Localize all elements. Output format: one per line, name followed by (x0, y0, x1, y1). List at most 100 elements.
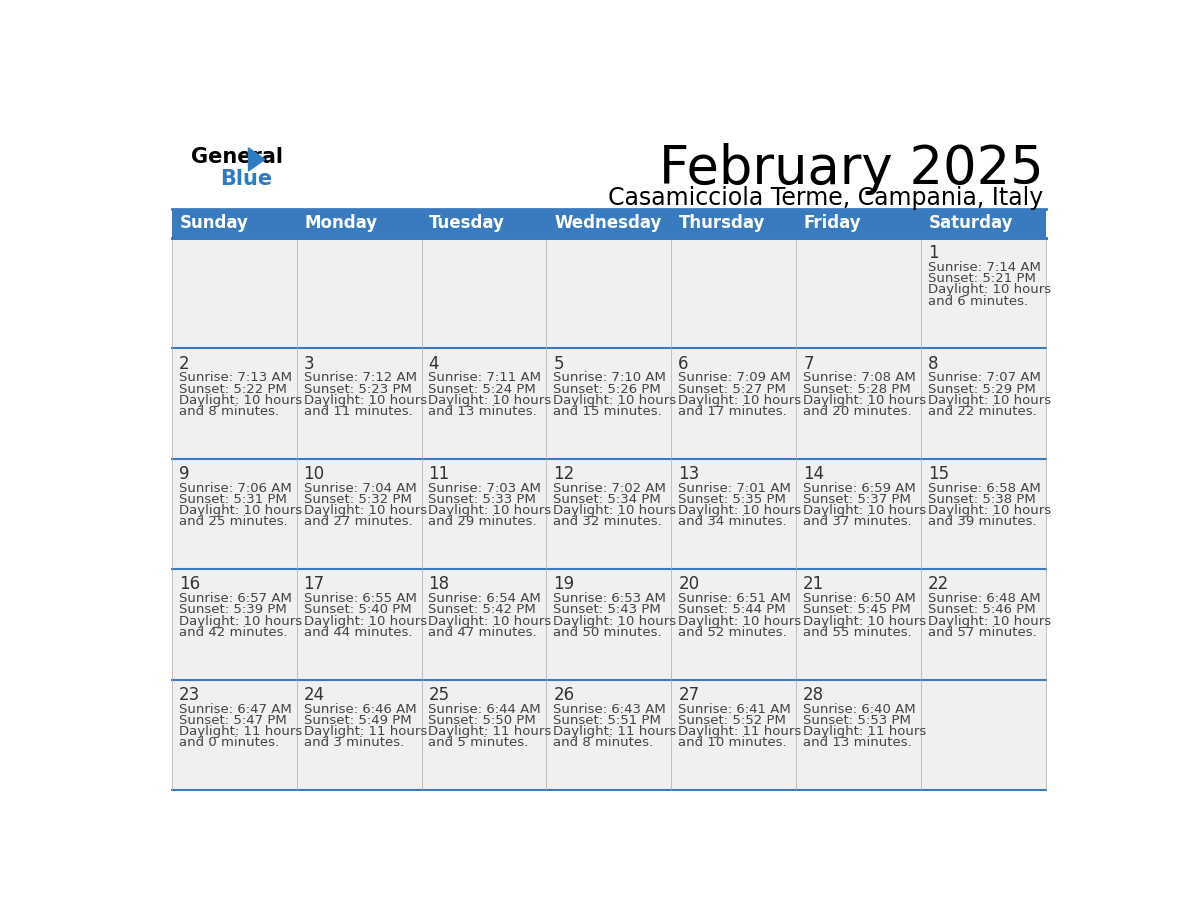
Bar (172, 679, 1045, 790)
Text: 19: 19 (554, 576, 575, 593)
Text: Sunset: 5:38 PM: Sunset: 5:38 PM (928, 493, 1036, 506)
Text: 17: 17 (304, 576, 324, 593)
Text: Sunset: 5:52 PM: Sunset: 5:52 PM (678, 714, 786, 727)
Text: 24: 24 (304, 686, 324, 704)
Text: Sunrise: 6:57 AM: Sunrise: 6:57 AM (178, 592, 291, 605)
Bar (671, 208, 796, 238)
Text: Sunrise: 6:44 AM: Sunrise: 6:44 AM (429, 703, 541, 716)
Text: Sunset: 5:42 PM: Sunset: 5:42 PM (429, 603, 536, 617)
Text: and 0 minutes.: and 0 minutes. (178, 736, 279, 749)
Polygon shape (248, 148, 265, 171)
Text: Tuesday: Tuesday (429, 214, 505, 232)
Text: and 13 minutes.: and 13 minutes. (429, 405, 537, 418)
Text: Daylight: 10 hours: Daylight: 10 hours (429, 394, 551, 407)
Text: Sunset: 5:23 PM: Sunset: 5:23 PM (304, 383, 411, 396)
Text: Sunset: 5:24 PM: Sunset: 5:24 PM (429, 383, 536, 396)
Text: and 3 minutes.: and 3 minutes. (304, 736, 404, 749)
Text: 10: 10 (304, 465, 324, 483)
Text: 22: 22 (928, 576, 949, 593)
Text: Sunset: 5:33 PM: Sunset: 5:33 PM (429, 493, 536, 506)
Text: Sunset: 5:31 PM: Sunset: 5:31 PM (178, 493, 286, 506)
Text: 21: 21 (803, 576, 824, 593)
Text: Daylight: 10 hours: Daylight: 10 hours (178, 394, 302, 407)
Text: and 17 minutes.: and 17 minutes. (678, 405, 786, 418)
Text: Daylight: 10 hours: Daylight: 10 hours (803, 504, 927, 517)
Text: Sunset: 5:47 PM: Sunset: 5:47 PM (178, 714, 286, 727)
Text: 18: 18 (429, 576, 449, 593)
Text: 11: 11 (429, 465, 450, 483)
Text: Daylight: 10 hours: Daylight: 10 hours (304, 394, 426, 407)
Text: Daylight: 10 hours: Daylight: 10 hours (678, 615, 802, 628)
Text: 27: 27 (678, 686, 700, 704)
Text: Sunset: 5:29 PM: Sunset: 5:29 PM (928, 383, 1036, 396)
Text: Sunset: 5:40 PM: Sunset: 5:40 PM (304, 603, 411, 617)
Text: and 6 minutes.: and 6 minutes. (928, 295, 1028, 308)
Text: Daylight: 10 hours: Daylight: 10 hours (928, 394, 1051, 407)
Text: Sunset: 5:32 PM: Sunset: 5:32 PM (304, 493, 411, 506)
Text: Sunset: 5:21 PM: Sunset: 5:21 PM (928, 273, 1036, 285)
Text: Daylight: 10 hours: Daylight: 10 hours (678, 394, 802, 407)
Bar (921, 208, 1045, 238)
Text: 7: 7 (803, 354, 814, 373)
Bar (796, 208, 921, 238)
Bar (172, 238, 1045, 349)
Text: Daylight: 11 hours: Daylight: 11 hours (554, 725, 677, 738)
Text: Wednesday: Wednesday (554, 214, 662, 232)
Text: 14: 14 (803, 465, 824, 483)
Text: 20: 20 (678, 576, 700, 593)
Text: Sunrise: 7:12 AM: Sunrise: 7:12 AM (304, 372, 417, 385)
Text: and 44 minutes.: and 44 minutes. (304, 626, 412, 639)
Text: 2: 2 (178, 354, 189, 373)
Text: Sunset: 5:34 PM: Sunset: 5:34 PM (554, 493, 662, 506)
Bar (172, 349, 1045, 459)
Text: and 8 minutes.: and 8 minutes. (554, 736, 653, 749)
Text: Daylight: 11 hours: Daylight: 11 hours (429, 725, 551, 738)
Text: Sunrise: 7:09 AM: Sunrise: 7:09 AM (678, 372, 791, 385)
Text: Daylight: 10 hours: Daylight: 10 hours (928, 504, 1051, 517)
Text: Sunset: 5:50 PM: Sunset: 5:50 PM (429, 714, 536, 727)
Text: 1: 1 (928, 244, 939, 263)
Text: Sunday: Sunday (179, 214, 248, 232)
Text: 5: 5 (554, 354, 564, 373)
Text: Daylight: 10 hours: Daylight: 10 hours (554, 504, 676, 517)
Bar (297, 208, 422, 238)
Text: and 11 minutes.: and 11 minutes. (304, 405, 412, 418)
Text: Sunrise: 7:02 AM: Sunrise: 7:02 AM (554, 482, 666, 495)
Text: and 20 minutes.: and 20 minutes. (803, 405, 911, 418)
Text: Saturday: Saturday (929, 214, 1013, 232)
Text: and 57 minutes.: and 57 minutes. (928, 626, 1037, 639)
Text: and 13 minutes.: and 13 minutes. (803, 736, 912, 749)
Text: Sunrise: 7:03 AM: Sunrise: 7:03 AM (429, 482, 542, 495)
Text: Sunrise: 6:51 AM: Sunrise: 6:51 AM (678, 592, 791, 605)
Text: and 32 minutes.: and 32 minutes. (554, 515, 662, 529)
Text: 23: 23 (178, 686, 200, 704)
Text: Sunrise: 7:01 AM: Sunrise: 7:01 AM (678, 482, 791, 495)
Text: Daylight: 10 hours: Daylight: 10 hours (304, 615, 426, 628)
Text: Daylight: 11 hours: Daylight: 11 hours (678, 725, 802, 738)
Text: Thursday: Thursday (680, 214, 765, 232)
Text: and 47 minutes.: and 47 minutes. (429, 626, 537, 639)
Text: 8: 8 (928, 354, 939, 373)
Text: Sunrise: 7:06 AM: Sunrise: 7:06 AM (178, 482, 291, 495)
Text: Sunrise: 7:13 AM: Sunrise: 7:13 AM (178, 372, 292, 385)
Text: 3: 3 (304, 354, 315, 373)
Text: Daylight: 10 hours: Daylight: 10 hours (803, 615, 927, 628)
Text: Daylight: 11 hours: Daylight: 11 hours (304, 725, 426, 738)
Text: 26: 26 (554, 686, 575, 704)
Text: Sunset: 5:37 PM: Sunset: 5:37 PM (803, 493, 911, 506)
Text: Sunrise: 7:04 AM: Sunrise: 7:04 AM (304, 482, 416, 495)
Text: Sunrise: 6:50 AM: Sunrise: 6:50 AM (803, 592, 916, 605)
Text: Sunset: 5:45 PM: Sunset: 5:45 PM (803, 603, 911, 617)
Text: Sunset: 5:28 PM: Sunset: 5:28 PM (803, 383, 911, 396)
Text: and 42 minutes.: and 42 minutes. (178, 626, 287, 639)
Text: and 50 minutes.: and 50 minutes. (554, 626, 662, 639)
Text: and 39 minutes.: and 39 minutes. (928, 515, 1037, 529)
Text: Blue: Blue (221, 169, 273, 189)
Text: Sunset: 5:22 PM: Sunset: 5:22 PM (178, 383, 286, 396)
Text: Sunset: 5:51 PM: Sunset: 5:51 PM (554, 714, 662, 727)
Text: 28: 28 (803, 686, 824, 704)
Text: and 25 minutes.: and 25 minutes. (178, 515, 287, 529)
Text: Sunrise: 6:46 AM: Sunrise: 6:46 AM (304, 703, 416, 716)
Text: and 22 minutes.: and 22 minutes. (928, 405, 1037, 418)
Text: Sunrise: 6:40 AM: Sunrise: 6:40 AM (803, 703, 916, 716)
